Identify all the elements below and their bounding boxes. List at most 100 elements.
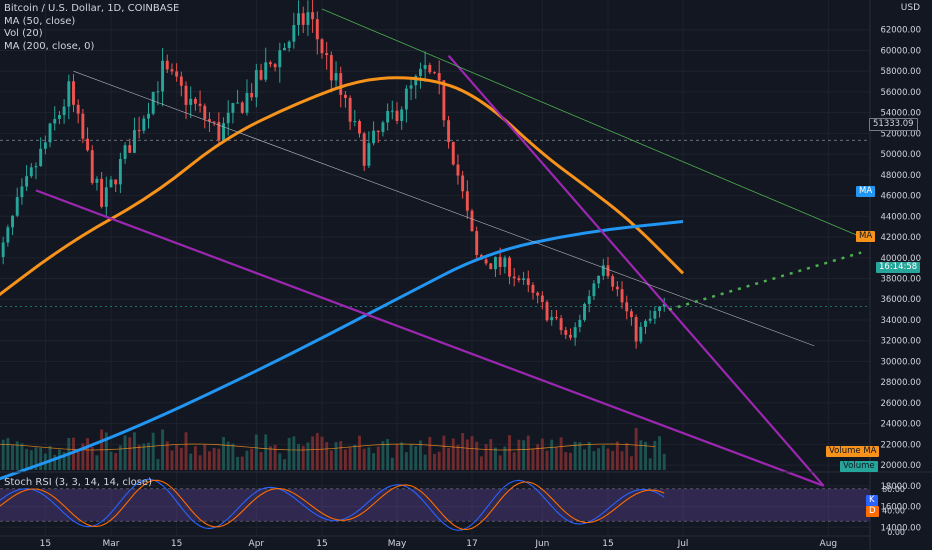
volume-bar bbox=[517, 439, 521, 470]
candle-body bbox=[358, 121, 361, 134]
price-tick-label: 46000.00 bbox=[880, 192, 921, 202]
price-tick-label: 34000.00 bbox=[880, 316, 921, 326]
candle-body bbox=[367, 143, 371, 166]
candle-body bbox=[437, 72, 441, 81]
candle-body bbox=[123, 145, 127, 159]
candle-body bbox=[86, 138, 90, 151]
volume-bar bbox=[479, 456, 483, 470]
volume-bar bbox=[306, 442, 310, 470]
volume-bar bbox=[240, 456, 244, 470]
stoch-tick-label: 0.00 bbox=[887, 528, 905, 537]
volume-bar bbox=[484, 444, 488, 470]
candle-body bbox=[29, 167, 33, 177]
time-tick-label: Jun bbox=[534, 539, 549, 549]
time-tick-label: 17 bbox=[466, 539, 477, 549]
volume-bar bbox=[423, 454, 427, 470]
candle-body bbox=[212, 121, 216, 123]
time-tick-label: Aug bbox=[820, 539, 838, 549]
candle-body bbox=[639, 326, 643, 342]
candle-body bbox=[601, 265, 605, 276]
volume-bar bbox=[236, 456, 240, 470]
candle-body bbox=[268, 62, 272, 65]
volume-bar bbox=[644, 441, 647, 470]
time-tick-label: Mar bbox=[103, 539, 120, 549]
stoch-rsi-label[interactable]: Stoch RSI (3, 3, 14, 14, close) bbox=[4, 477, 152, 488]
legend-ma50[interactable]: MA (50, close) bbox=[4, 15, 76, 27]
price-tick-label: 44000.00 bbox=[880, 212, 921, 222]
volume-bar bbox=[287, 437, 291, 470]
candle-body bbox=[264, 62, 268, 80]
candle-body bbox=[442, 80, 446, 121]
volume-bar bbox=[658, 436, 662, 470]
volume-bar bbox=[451, 438, 455, 470]
projection-line bbox=[668, 251, 862, 311]
candle-body bbox=[20, 186, 24, 198]
candle-body bbox=[278, 50, 282, 68]
volume-bar bbox=[179, 447, 183, 470]
time-tick-label: 15 bbox=[602, 539, 613, 549]
volume-bar bbox=[301, 445, 305, 470]
volume-bar bbox=[564, 452, 568, 470]
price-tick-label: 36000.00 bbox=[880, 295, 921, 305]
volume-bar bbox=[273, 444, 277, 470]
candle-body bbox=[193, 98, 197, 104]
legend-ma200[interactable]: MA (200, close, 0) bbox=[4, 40, 95, 52]
volume-bar bbox=[334, 442, 338, 470]
volume-bar bbox=[414, 446, 418, 470]
price-tick-label: 16000.00 bbox=[880, 503, 921, 513]
candle-body bbox=[189, 98, 193, 105]
volume-bar bbox=[109, 451, 113, 470]
candle-body bbox=[362, 133, 366, 166]
volume-bar bbox=[132, 432, 136, 470]
candle-body bbox=[644, 320, 647, 327]
candle-body bbox=[179, 76, 183, 86]
candle-body bbox=[376, 130, 380, 132]
candle-body bbox=[297, 13, 300, 26]
candle-body bbox=[475, 231, 479, 256]
legend-volume[interactable]: Vol (20) bbox=[4, 28, 43, 39]
candle-body bbox=[39, 148, 43, 167]
volume-bar bbox=[569, 452, 572, 470]
volume-bar bbox=[615, 441, 619, 470]
candle-body bbox=[147, 113, 150, 119]
volume-bar bbox=[48, 446, 52, 470]
candle-body bbox=[587, 296, 591, 304]
candle-body bbox=[315, 19, 319, 40]
volume-bar bbox=[475, 441, 479, 470]
volume-bar bbox=[165, 441, 169, 470]
volume-bar bbox=[550, 439, 554, 470]
candle-body bbox=[109, 179, 113, 188]
time-tick-label: May bbox=[388, 539, 407, 549]
candle-body bbox=[423, 65, 427, 69]
candle-body bbox=[418, 68, 422, 76]
stoch-k-line bbox=[0, 478, 665, 531]
volume-bar bbox=[390, 457, 394, 470]
candle-body bbox=[72, 81, 75, 105]
candle-body bbox=[409, 85, 413, 89]
candle-body bbox=[320, 39, 324, 54]
candle-body bbox=[156, 91, 160, 93]
candle-body bbox=[67, 81, 71, 107]
candle-body bbox=[564, 330, 568, 335]
volume-bar bbox=[381, 441, 385, 470]
time-tick-label: 15 bbox=[40, 539, 51, 549]
volume-bar bbox=[597, 448, 601, 470]
volume-bar bbox=[372, 453, 376, 470]
candle-body bbox=[372, 130, 376, 144]
volume-bar bbox=[184, 432, 188, 470]
volume-bar bbox=[648, 458, 652, 470]
candle-body bbox=[522, 278, 526, 281]
candle-body bbox=[400, 109, 404, 121]
symbol-title: Bitcoin / U.S. Dollar, 1D, COINBASE bbox=[4, 3, 180, 14]
candle-body bbox=[222, 123, 225, 141]
volume-bar bbox=[592, 451, 596, 470]
candle-body bbox=[526, 278, 530, 285]
volume-bar bbox=[283, 459, 286, 470]
candle-body bbox=[662, 303, 666, 307]
volume-bar bbox=[53, 454, 57, 470]
volume-bar bbox=[72, 437, 75, 470]
volume-bar bbox=[137, 444, 141, 470]
volume-bar bbox=[442, 435, 446, 470]
candle-body bbox=[217, 122, 221, 141]
